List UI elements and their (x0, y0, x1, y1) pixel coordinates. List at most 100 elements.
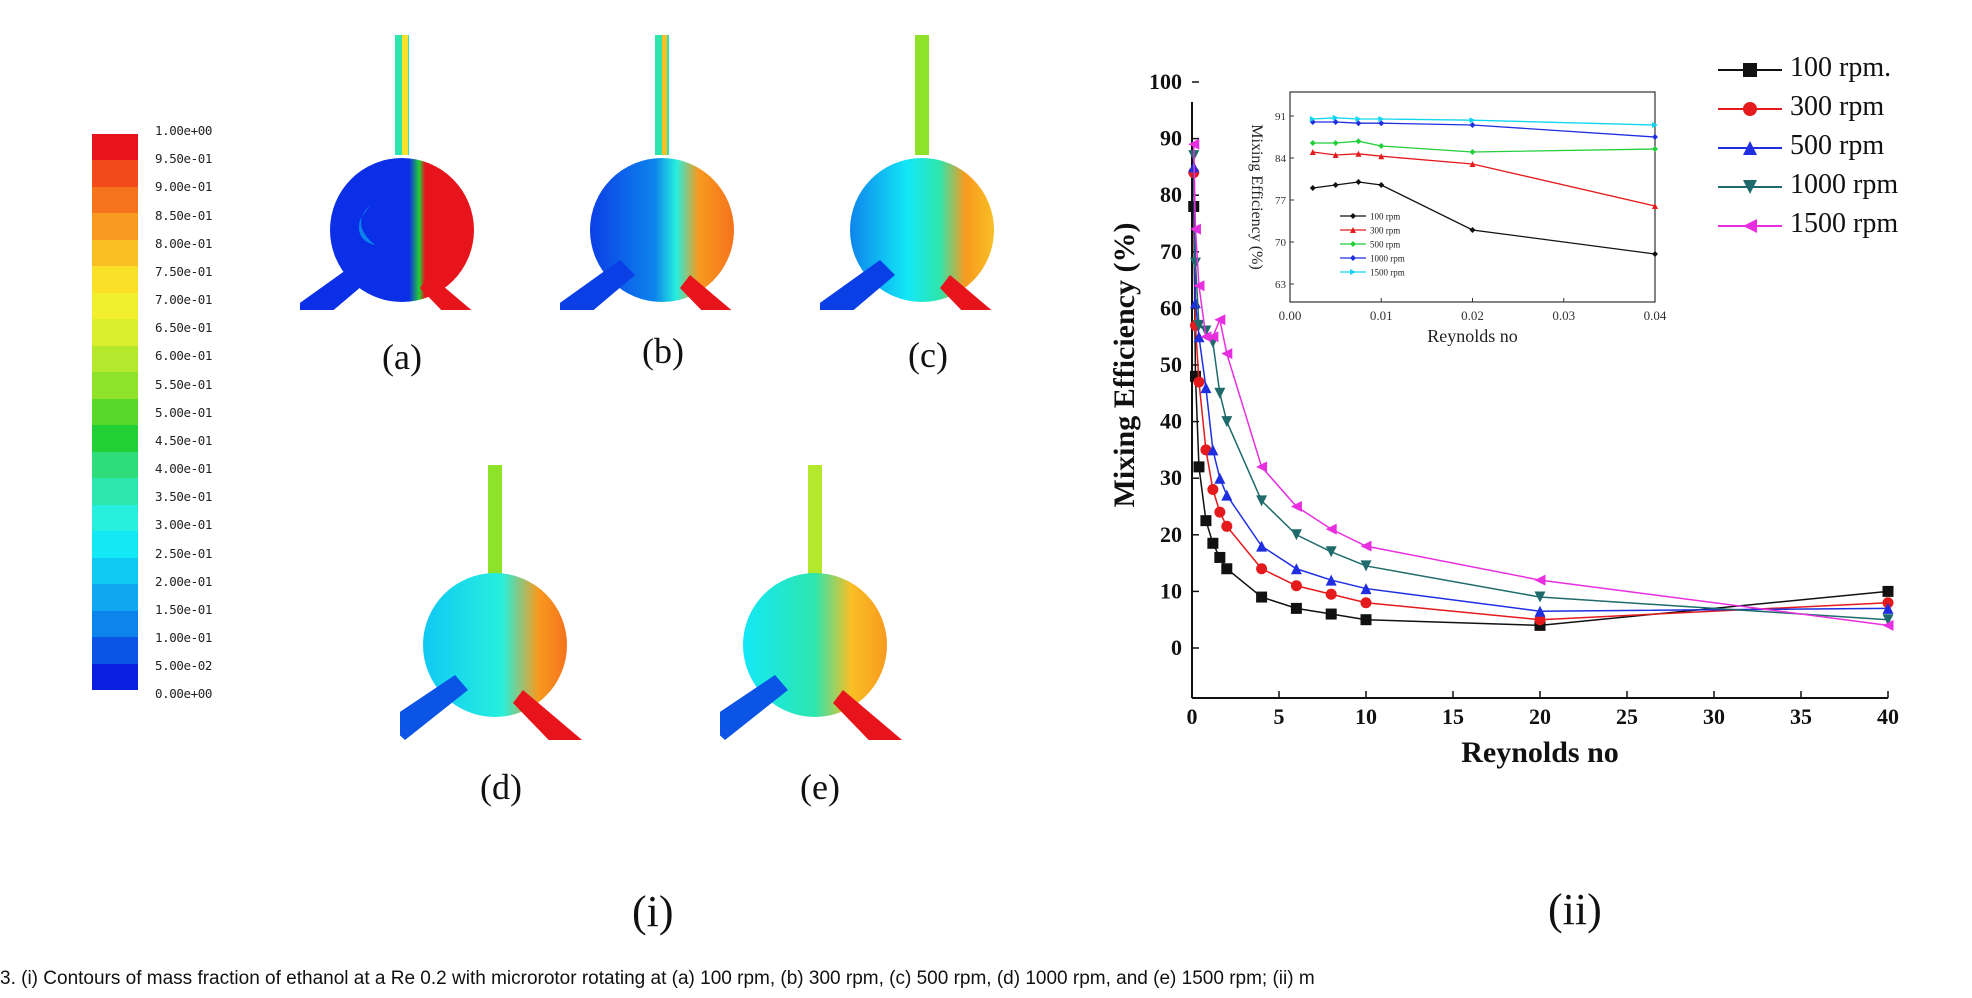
colorbar-tick-label: 4.50e-01 (155, 432, 213, 448)
y-tick-label: 50 (1160, 352, 1182, 377)
inset-data-point (1355, 116, 1362, 122)
data-point (1214, 314, 1226, 326)
legend-marker (1743, 180, 1757, 194)
x-tick-label: 10 (1355, 704, 1377, 729)
data-point (1214, 472, 1226, 484)
inset-x-tick-label: 0.03 (1552, 308, 1575, 323)
panel-label-ii: (ii) (1548, 885, 1602, 934)
data-point (1189, 370, 1201, 382)
legend-item: 1500 rpm (1710, 206, 1972, 246)
inset-data-point (1469, 149, 1476, 155)
colorbar-tick-label: 1.50e-01 (155, 601, 213, 617)
inset-data-point (1469, 227, 1476, 233)
inset-legend-marker (1350, 255, 1356, 261)
data-point (1882, 619, 1894, 631)
inset-data-point (1309, 185, 1316, 191)
data-point (1207, 444, 1219, 456)
inset-x-tick-label: 0.01 (1370, 308, 1393, 323)
y-tick-label: 60 (1160, 295, 1182, 320)
data-point (1193, 280, 1205, 292)
data-point (1193, 319, 1205, 331)
inset-data-point (1378, 182, 1385, 188)
data-point (1882, 597, 1894, 609)
colorbar-swatch (92, 637, 138, 665)
subplot-label-c: (c) (908, 335, 948, 375)
colorbar-swatch (92, 584, 138, 612)
legend-label: 1500 rpm (1790, 208, 1899, 239)
y-tick-label: 20 (1160, 522, 1182, 547)
data-point (1256, 563, 1268, 575)
colorbar-swatch (92, 134, 138, 161)
data-point (1200, 325, 1212, 337)
inset-series-line (1312, 117, 1656, 126)
colorbar-tick-label: 5.50e-01 (155, 376, 213, 392)
inset-data-point (1309, 116, 1316, 122)
inset-data-point (1332, 114, 1339, 121)
inset-data-point (1355, 120, 1362, 127)
inset-legend-marker (1350, 269, 1356, 275)
legend-swatch (1718, 141, 1782, 155)
colorbar-swatch (92, 345, 138, 373)
inset-data-point (1469, 161, 1476, 167)
inset-data-point (1652, 122, 1658, 128)
inset-x-axis-label: Reynolds no (1427, 326, 1518, 346)
colorbar-tick-label: 9.50e-01 (155, 151, 213, 167)
inset-x-tick-label: 0.00 (1279, 308, 1302, 323)
colorbar-swatch (92, 425, 138, 453)
data-point (1882, 602, 1894, 614)
contour-plot-c (820, 35, 994, 310)
colorbar-swatch (92, 610, 138, 638)
inset-data-point (1332, 140, 1339, 146)
subplot-label-e: (e) (800, 767, 840, 807)
data-point (1207, 484, 1219, 496)
inset-data-point (1332, 182, 1339, 188)
inset-y-tick-label: 91 (1275, 111, 1286, 123)
data-point (1360, 614, 1372, 626)
data-point (1534, 619, 1546, 631)
inset-legend-label: 300 rpm (1370, 226, 1400, 236)
data-point (1534, 614, 1546, 626)
data-point (1214, 387, 1226, 399)
x-tick-label: 15 (1442, 704, 1464, 729)
figure-caption: 3. (i) Contours of mass fraction of etha… (0, 968, 1315, 989)
legend-swatch (1718, 63, 1782, 77)
contour-plot-b (560, 35, 734, 310)
inset-data-point (1355, 179, 1362, 185)
colorbar (92, 134, 138, 691)
x-axis-label: Reynolds no (1461, 736, 1619, 769)
inset-data-point (1652, 203, 1658, 209)
data-point (1207, 331, 1219, 343)
inset-legend-label: 1500 rpm (1370, 268, 1405, 278)
inset-legend-marker (1350, 213, 1356, 219)
data-point (1200, 331, 1212, 343)
colorbar-labels: 1.00e+00 9.50e-01 9.00e-01 8.50e-01 8.00e-01… (155, 123, 235, 713)
subplot-label-d: (d) (480, 767, 522, 807)
colorbar-tick-label: 5.00e-02 (155, 658, 213, 674)
data-point (1221, 520, 1233, 532)
data-point (1221, 489, 1233, 501)
legend-swatch (1718, 219, 1782, 233)
colorbar-swatch (92, 213, 138, 241)
legend-item: 500 rpm (1710, 128, 1972, 168)
colorbar-tick-label: 3.00e-01 (155, 517, 213, 533)
colorbar-tick-label: 7.50e-01 (155, 263, 213, 279)
colorbar-tick-label: 7.00e-01 (155, 292, 213, 308)
contour-plot-a (300, 35, 474, 310)
data-point (1221, 348, 1233, 360)
y-tick-label: 30 (1160, 465, 1182, 490)
data-point (1882, 585, 1894, 597)
colorbar-swatch (92, 531, 138, 559)
inset-legend-label: 500 rpm (1370, 240, 1400, 250)
inset-data-point (1332, 119, 1339, 125)
colorbar-swatch (92, 319, 138, 347)
inset-data-point (1469, 122, 1476, 128)
data-point (1534, 605, 1546, 617)
legend-label: 500 rpm (1790, 130, 1885, 161)
legend-label: 100 rpm. (1790, 52, 1892, 83)
colorbar-swatch (92, 266, 138, 294)
data-point (1534, 591, 1546, 603)
y-tick-label: 70 (1160, 239, 1182, 264)
inset-y-tick-label: 70 (1275, 237, 1287, 249)
legend-swatch (1718, 102, 1782, 116)
inset-series-line (1312, 140, 1656, 153)
